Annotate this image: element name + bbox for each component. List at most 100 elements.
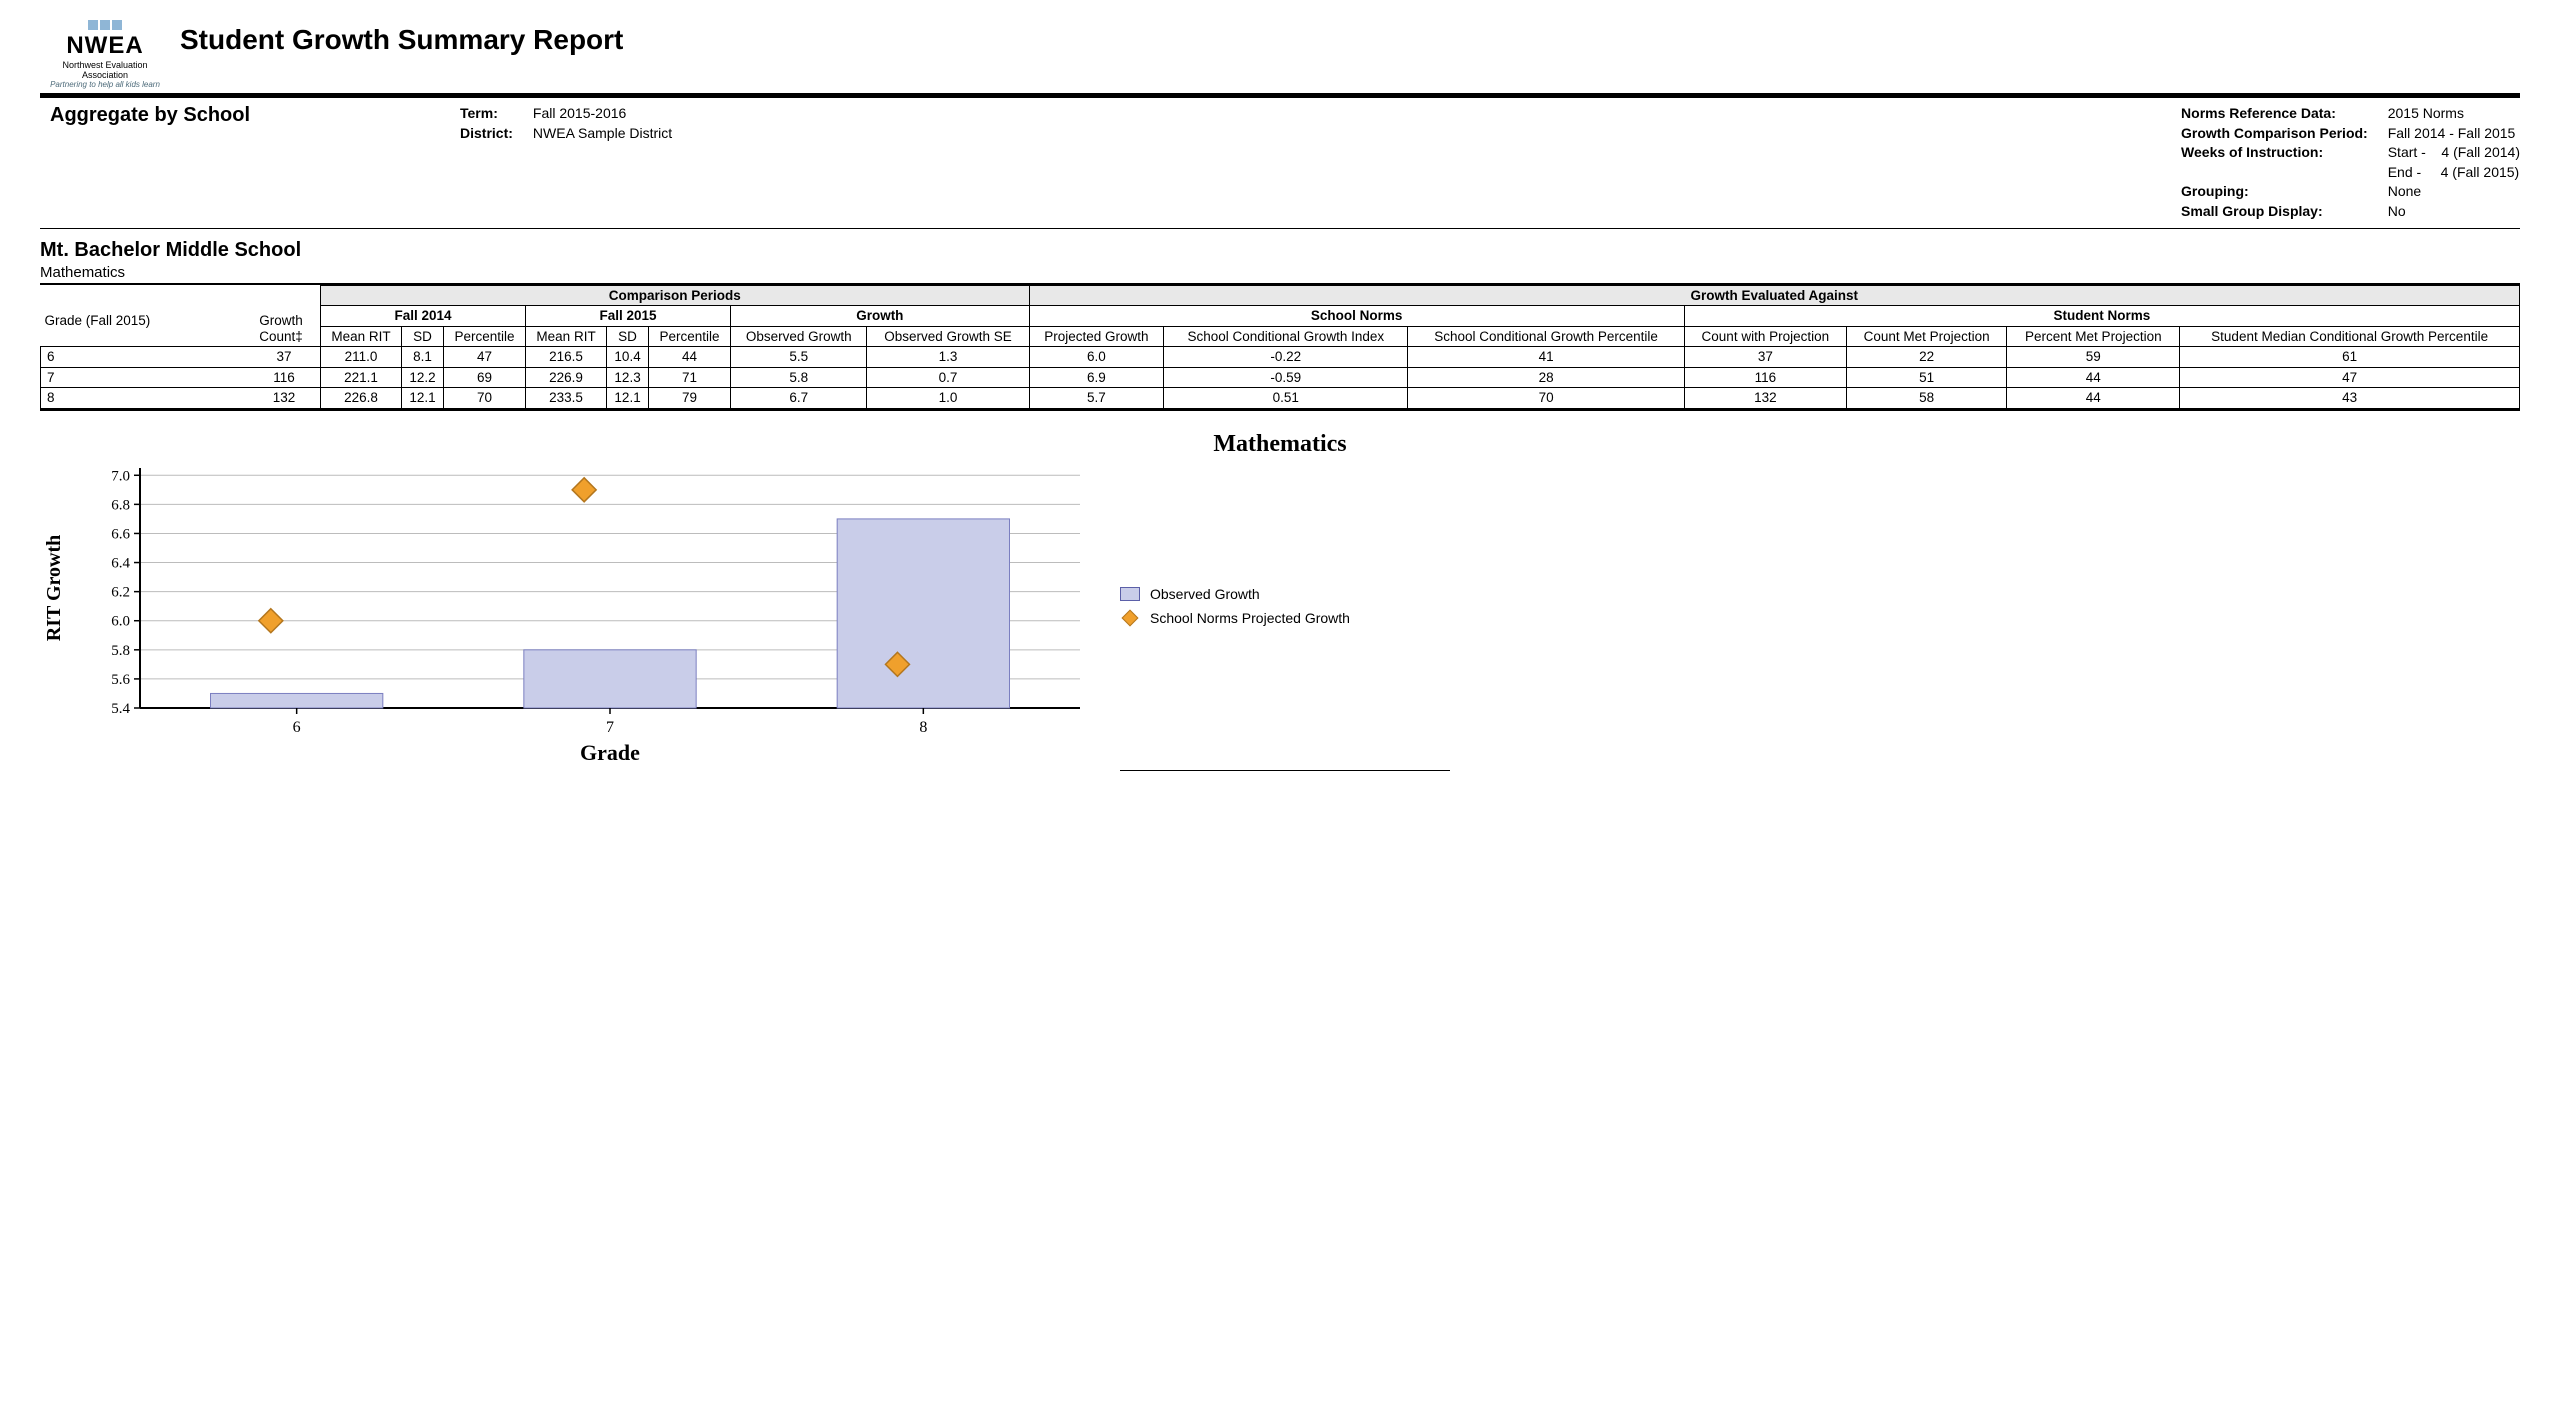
hdr-comparison: Comparison Periods — [321, 285, 1030, 306]
table-cell: 7 — [41, 367, 248, 388]
col-pct-met: Percent Met Projection — [2007, 326, 2180, 347]
hdr-student-norms: Student Norms — [1684, 306, 2519, 327]
table-cell: 216.5 — [526, 347, 607, 368]
table-cell: 1.0 — [867, 388, 1029, 410]
table-cell: 12.2 — [402, 367, 444, 388]
table-cell: 37 — [1684, 347, 1846, 368]
table-cell: 47 — [444, 347, 526, 368]
logo-sub1: Northwest Evaluation Association — [40, 60, 170, 80]
growth-table: Grade (Fall 2015) Growth Count‡ Comparis… — [40, 285, 2520, 411]
title-block: Student Growth Summary Report — [180, 20, 2520, 60]
col-sd-2014: SD — [402, 326, 444, 347]
svg-text:6.4: 6.4 — [111, 555, 130, 571]
svg-text:RIT Growth: RIT Growth — [43, 534, 65, 641]
col-proj-growth: Projected Growth — [1029, 326, 1164, 347]
district-value: NWEA Sample District — [533, 124, 672, 144]
table-cell: 47 — [2180, 367, 2520, 388]
table-cell: 6.9 — [1029, 367, 1164, 388]
sgd-value: No — [2388, 202, 2520, 222]
svg-text:6.6: 6.6 — [111, 526, 130, 542]
sub-header: Aggregate by School Term: District: Fall… — [40, 97, 2520, 229]
col-obs-growth-se: Observed Growth SE — [867, 326, 1029, 347]
meta-right: Norms Reference Data: Growth Comparison … — [2181, 104, 2520, 222]
col-count-proj: Count with Projection — [1684, 326, 1846, 347]
table-cell: 132 — [248, 388, 321, 410]
chart-section: Mathematics 5.45.65.86.06.26.46.66.87.06… — [40, 431, 2520, 771]
hdr-growth-eval: Growth Evaluated Against — [1029, 285, 2519, 306]
nwea-logo: NWEA Northwest Evaluation Association Pa… — [40, 20, 180, 89]
report-title: Student Growth Summary Report — [180, 24, 2520, 56]
table-cell: 58 — [1846, 388, 2006, 410]
gcp-label: Growth Comparison Period: — [2181, 124, 2368, 144]
term-label: Term: — [460, 104, 513, 124]
table-cell: 61 — [2180, 347, 2520, 368]
subtitle: Aggregate by School — [40, 104, 460, 222]
hdr-fall2014: Fall 2014 — [321, 306, 526, 327]
logo-name: NWEA — [40, 32, 170, 60]
sgd-label: Small Group Display: — [2181, 202, 2368, 222]
hdr-fall2015: Fall 2015 — [526, 306, 731, 327]
table-cell: 233.5 — [526, 388, 607, 410]
table-cell: 22 — [1846, 347, 2006, 368]
subject-name: Mathematics — [40, 262, 2520, 285]
meta-columns: Term: District: Fall 2015-2016 NWEA Samp… — [460, 104, 2520, 222]
legend-box-icon — [1120, 587, 1140, 601]
table-cell: 69 — [444, 367, 526, 388]
table-cell: 43 — [2180, 388, 2520, 410]
table-cell: 51 — [1846, 367, 2006, 388]
svg-text:6.0: 6.0 — [111, 613, 130, 629]
table-cell: 59 — [2007, 347, 2180, 368]
norms-label: Norms Reference Data: — [2181, 104, 2368, 124]
table-cell: 5.8 — [731, 367, 867, 388]
col-obs-growth: Observed Growth — [731, 326, 867, 347]
table-cell: 5.7 — [1029, 388, 1164, 410]
svg-text:Grade: Grade — [580, 740, 640, 765]
district-label: District: — [460, 124, 513, 144]
logo-sub2: Partnering to help all kids learn — [40, 80, 170, 89]
table-cell: 116 — [1684, 367, 1846, 388]
table-cell: 0.51 — [1164, 388, 1408, 410]
legend-projected: School Norms Projected Growth — [1150, 610, 1350, 626]
hdr-growth: Growth — [731, 306, 1030, 327]
table-cell: 0.7 — [867, 367, 1029, 388]
hdr-school-norms: School Norms — [1029, 306, 1684, 327]
school-name: Mt. Bachelor Middle School — [40, 239, 2520, 262]
col-scgp: School Conditional Growth Percentile — [1408, 326, 1684, 347]
table-cell: 211.0 — [321, 347, 402, 368]
grouping-label: Grouping: — [2181, 182, 2368, 202]
chart-plot: 5.45.65.86.06.26.46.66.87.0678RIT Growth… — [40, 458, 1100, 771]
col-count-met: Count Met Projection — [1846, 326, 2006, 347]
table-cell: 79 — [649, 388, 731, 410]
table-cell: 6 — [41, 347, 248, 368]
svg-text:6.2: 6.2 — [111, 584, 130, 600]
table-cell: 28 — [1408, 367, 1684, 388]
table-cell: 221.1 — [321, 367, 402, 388]
chart-title: Mathematics — [40, 431, 2520, 458]
table-cell: 116 — [248, 367, 321, 388]
table-cell: 8.1 — [402, 347, 444, 368]
table-cell: 12.3 — [607, 367, 649, 388]
col-growth-count: Growth Count‡ — [246, 313, 316, 344]
table-cell: 6.7 — [731, 388, 867, 410]
svg-text:6: 6 — [293, 719, 301, 736]
term-value: Fall 2015-2016 — [533, 104, 672, 124]
table-cell: 12.1 — [607, 388, 649, 410]
col-grade: Grade (Fall 2015) — [45, 313, 247, 344]
woi-end: End - 4 (Fall 2015) — [2388, 163, 2520, 183]
grouping-value: None — [2388, 182, 2520, 202]
table-cell: 44 — [2007, 367, 2180, 388]
table-cell: 8 — [41, 388, 248, 410]
col-sd-2015: SD — [607, 326, 649, 347]
table-row: 637211.08.147216.510.4445.51.36.0-0.2241… — [41, 347, 2520, 368]
svg-text:5.4: 5.4 — [111, 701, 130, 717]
svg-text:5.8: 5.8 — [111, 642, 130, 658]
norms-value: 2015 Norms — [2388, 104, 2520, 124]
meta-left: Term: District: Fall 2015-2016 NWEA Samp… — [460, 104, 672, 222]
table-cell: 70 — [444, 388, 526, 410]
col-meanrit-2014: Mean RIT — [321, 326, 402, 347]
legend-observed: Observed Growth — [1150, 586, 1260, 602]
table-cell: -0.59 — [1164, 367, 1408, 388]
table-cell: 71 — [649, 367, 731, 388]
legend-diamond-icon — [1122, 609, 1139, 626]
chart-legend: Observed Growth School Norms Projected G… — [1120, 578, 1450, 771]
